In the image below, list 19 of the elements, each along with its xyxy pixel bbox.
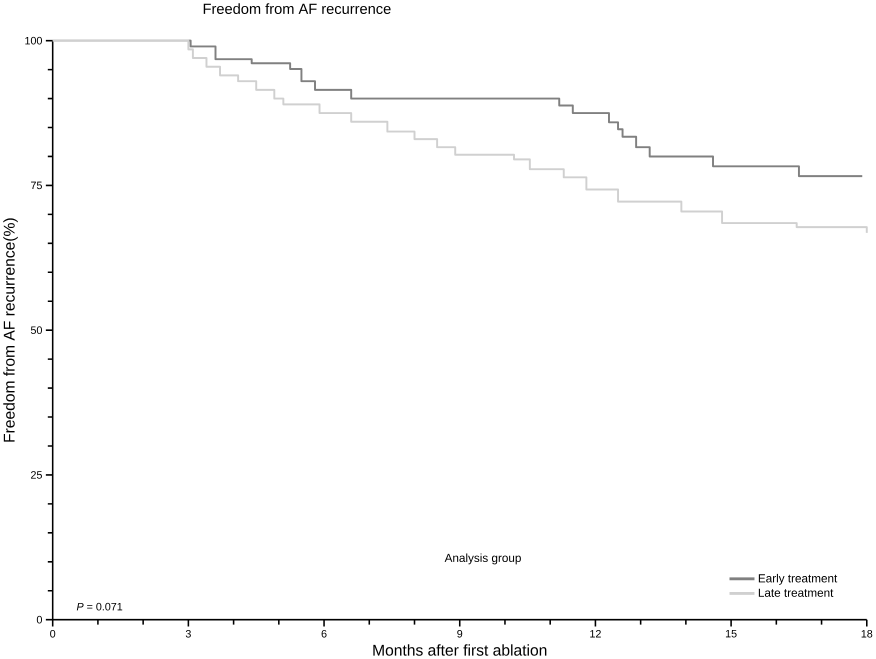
x-tick-label: 3 <box>186 630 191 638</box>
chart-title: Freedom from AF recurrence <box>204 3 391 14</box>
x-tick-label: 15 <box>726 630 737 638</box>
y-tick-label: 75 <box>31 182 42 190</box>
y-tick-label: 50 <box>30 326 42 334</box>
x-tick-label: 18 <box>862 630 872 638</box>
y-tick-label: 0 <box>36 616 42 624</box>
y-tick-label: 100 <box>25 36 42 44</box>
legend-label: Early treatment <box>758 574 838 585</box>
x-tick-label: 0 <box>50 630 56 638</box>
annotation: P = 0.071 <box>76 602 122 610</box>
x-tick-label: 12 <box>590 630 601 638</box>
x-axis-title: Months after first ablation <box>373 644 546 656</box>
x-tick-label: 9 <box>457 630 462 638</box>
y-axis-title: Freedom from AF recurrence(%) <box>3 218 18 442</box>
x-tick-label: 6 <box>322 630 327 638</box>
legend-title: Analysis group <box>444 553 521 564</box>
y-tick-label: 25 <box>31 471 42 479</box>
legend-label: Late treatment <box>758 588 834 597</box>
